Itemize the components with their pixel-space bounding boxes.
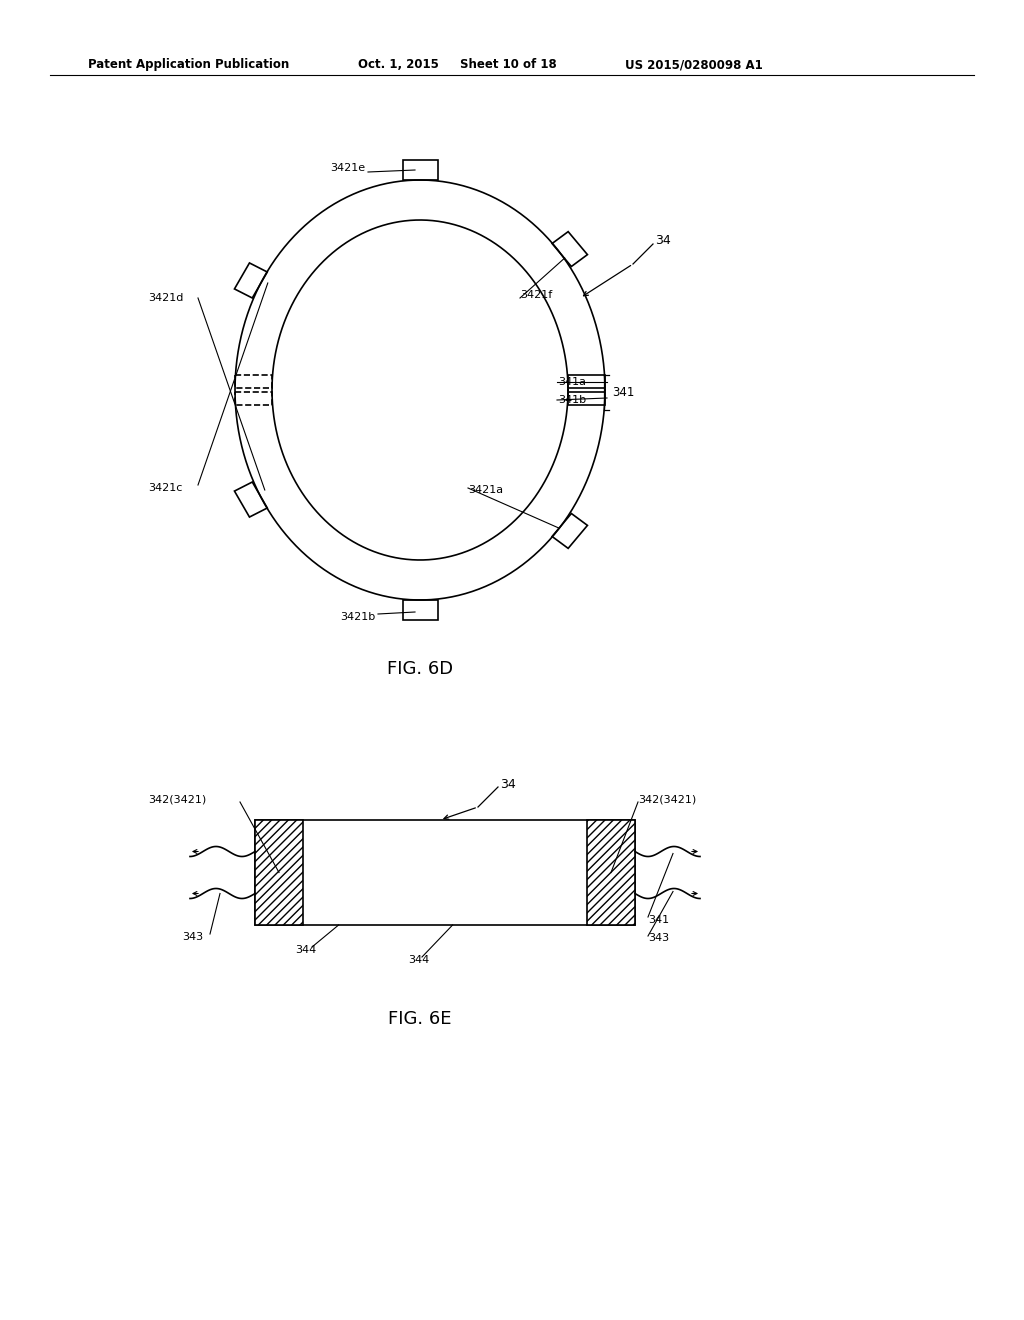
Text: Patent Application Publication: Patent Application Publication	[88, 58, 289, 71]
Bar	[568, 392, 605, 405]
Bar	[587, 820, 635, 925]
Bar	[568, 375, 605, 388]
Text: 342(3421): 342(3421)	[148, 795, 206, 805]
Text: FIG. 6D: FIG. 6D	[387, 660, 453, 678]
Text: FIG. 6E: FIG. 6E	[388, 1010, 452, 1028]
Text: 3421b: 3421b	[340, 612, 375, 622]
Text: US 2015/0280098 A1: US 2015/0280098 A1	[625, 58, 763, 71]
Text: 34: 34	[500, 777, 516, 791]
Text: 343: 343	[182, 932, 203, 942]
Text: 342(3421): 342(3421)	[638, 795, 696, 805]
Text: 3421d: 3421d	[148, 293, 183, 304]
Text: 34: 34	[655, 234, 671, 247]
Text: 341a: 341a	[558, 378, 586, 387]
Text: 343: 343	[648, 933, 669, 942]
Text: Sheet 10 of 18: Sheet 10 of 18	[460, 58, 557, 71]
Text: 3421c: 3421c	[148, 483, 182, 492]
Text: 341: 341	[648, 915, 669, 925]
Text: 341: 341	[612, 387, 635, 400]
Text: 344: 344	[295, 945, 316, 954]
Text: 344: 344	[408, 954, 429, 965]
Bar	[255, 820, 635, 925]
Text: 3421a: 3421a	[468, 484, 503, 495]
Text: 3421e: 3421e	[330, 162, 366, 173]
Text: Oct. 1, 2015: Oct. 1, 2015	[358, 58, 439, 71]
Bar	[255, 820, 303, 925]
Bar	[234, 392, 272, 405]
Bar	[234, 375, 272, 388]
Text: 341b: 341b	[558, 395, 586, 405]
Text: 3421f: 3421f	[520, 290, 552, 300]
